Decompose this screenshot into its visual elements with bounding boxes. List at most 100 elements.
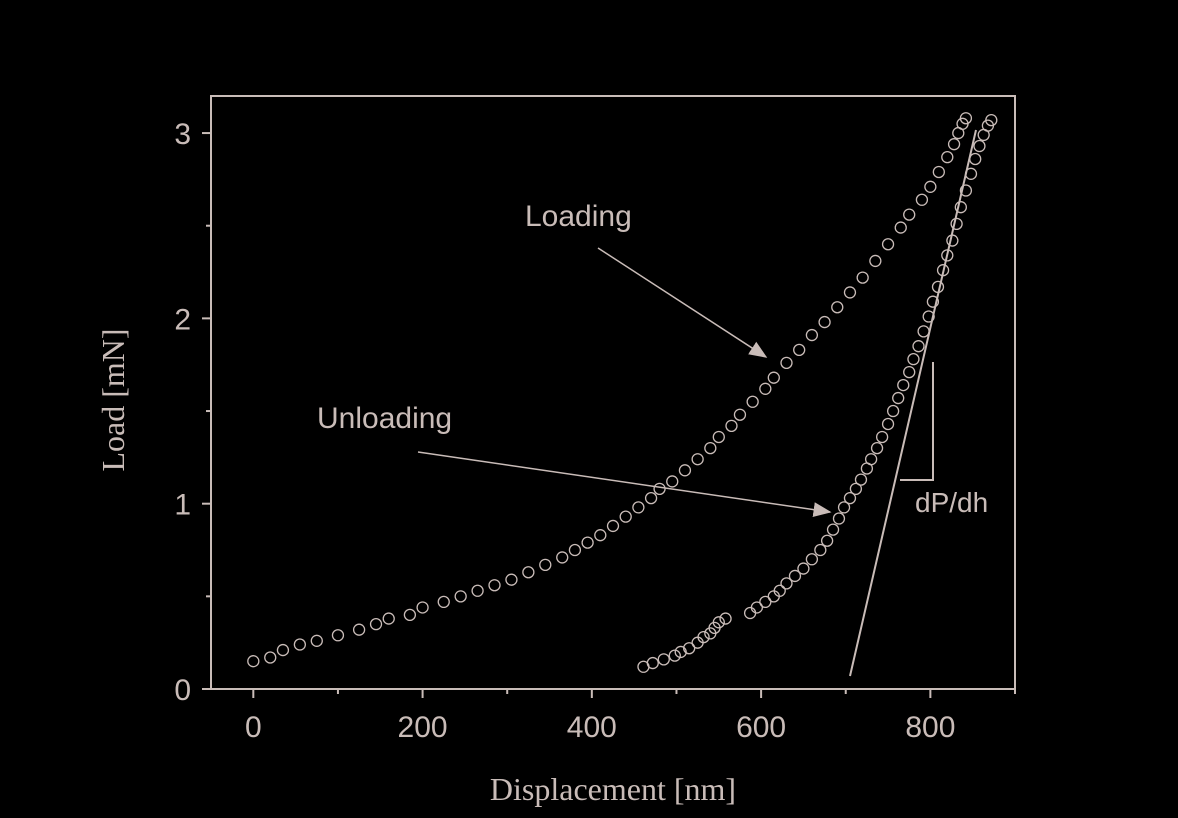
marker	[293, 638, 307, 651]
annotation: Unloading	[317, 402, 452, 435]
y-tick-label: 0	[174, 674, 191, 707]
marker	[773, 584, 786, 597]
marker	[437, 595, 450, 609]
x-tick-label: 200	[398, 711, 448, 744]
marker	[646, 656, 659, 670]
slope-triangle	[900, 362, 934, 481]
arrow	[417, 451, 832, 518]
y-tick-label: 1	[174, 489, 191, 522]
marker	[832, 512, 846, 525]
marker	[932, 165, 945, 179]
marker	[556, 551, 569, 564]
marker	[831, 301, 844, 314]
marker	[403, 608, 417, 622]
marker	[820, 534, 834, 547]
marker	[522, 566, 535, 579]
marker	[837, 501, 851, 514]
marker	[568, 543, 582, 557]
y-tick-label: 3	[174, 118, 191, 151]
marker	[750, 601, 764, 614]
marker	[892, 391, 905, 405]
annotation: Loading	[525, 200, 632, 233]
marker	[886, 404, 900, 418]
marker	[759, 382, 772, 395]
marker	[922, 310, 935, 323]
marker	[856, 271, 869, 284]
annotation: dP/dh	[915, 487, 988, 518]
marker	[644, 491, 658, 505]
marker	[959, 184, 973, 197]
x-tick-label: 0	[245, 711, 262, 744]
y-axis-label: Load [mN]	[95, 328, 131, 471]
marker	[276, 643, 290, 657]
marker	[864, 453, 878, 466]
marker	[704, 441, 717, 455]
marker	[843, 286, 857, 299]
marker	[926, 295, 940, 308]
marker	[471, 584, 484, 597]
marker	[581, 536, 594, 549]
marker	[931, 280, 945, 294]
marker	[653, 482, 666, 496]
marker	[767, 371, 780, 384]
x-tick-label: 400	[567, 711, 617, 744]
marker	[805, 553, 819, 566]
x-tick-label: 800	[905, 711, 955, 744]
marker	[964, 167, 978, 180]
marker	[247, 655, 260, 668]
marker	[310, 634, 323, 647]
marker	[870, 441, 884, 455]
marker	[814, 543, 827, 557]
marker	[683, 642, 696, 655]
marker	[849, 482, 863, 496]
marker	[881, 238, 895, 251]
marker	[454, 590, 467, 603]
marker	[674, 645, 687, 659]
marker	[915, 193, 929, 206]
marker	[869, 254, 882, 268]
marker	[917, 325, 930, 338]
arrow	[597, 247, 768, 358]
marker	[697, 630, 710, 644]
marker	[632, 501, 645, 514]
marker	[712, 616, 725, 629]
marker	[950, 217, 963, 231]
marker	[973, 139, 986, 153]
marker	[854, 473, 868, 486]
tangent-line	[849, 129, 977, 677]
marker	[826, 523, 840, 536]
marker	[780, 577, 793, 590]
marker	[941, 249, 954, 262]
x-tick-label: 600	[736, 711, 786, 744]
marker	[719, 612, 732, 625]
marker	[678, 464, 692, 477]
marker	[941, 151, 954, 164]
marker	[985, 113, 998, 127]
marker	[780, 356, 793, 370]
marker	[818, 315, 831, 329]
marker	[733, 408, 747, 421]
marker	[924, 180, 937, 193]
marker	[894, 221, 907, 234]
marker	[331, 629, 345, 642]
marker	[936, 264, 950, 277]
marker	[619, 510, 632, 523]
marker	[907, 352, 920, 366]
marker	[959, 112, 973, 125]
marker	[797, 562, 810, 575]
marker	[606, 519, 620, 533]
marker	[594, 529, 607, 542]
marker	[843, 491, 857, 505]
x-axis-label: Displacement [nm]	[490, 771, 736, 807]
marker	[875, 430, 889, 444]
marker	[505, 573, 518, 586]
marker	[691, 453, 704, 466]
marker	[352, 623, 366, 636]
plot-frame	[210, 95, 1016, 690]
marker	[946, 234, 959, 247]
y-tick-label: 2	[174, 303, 191, 336]
marker	[264, 651, 277, 664]
marker	[881, 417, 895, 431]
marker	[903, 365, 916, 379]
marker	[969, 152, 982, 166]
